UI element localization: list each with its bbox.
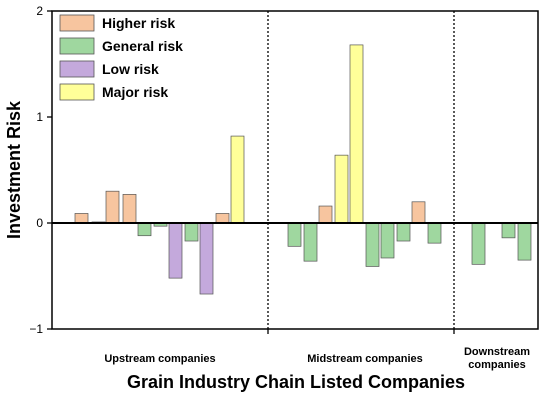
legend-label: Low risk — [102, 61, 159, 77]
group-labels: Upstream companies Midstream companies Dow… — [104, 346, 530, 371]
plot-area-background — [52, 11, 538, 329]
bar-major-risk — [230, 135, 245, 224]
y-axis-title: Investment Risk — [4, 100, 24, 239]
x-axis-ticks — [267, 329, 455, 334]
bar-higher-risk — [74, 213, 89, 224]
y-tick-label: 1 — [36, 110, 43, 124]
bar-general-risk — [471, 222, 486, 265]
bar-general-risk — [427, 222, 442, 244]
bar-general-risk — [137, 222, 152, 237]
legend-swatch — [59, 83, 95, 101]
bar-higher-risk — [105, 190, 120, 224]
legend-label: Higher risk — [102, 15, 175, 31]
bar-general-risk — [365, 222, 380, 267]
bars-layer — [74, 44, 532, 295]
bar-general-risk — [396, 222, 411, 242]
x-axis-title: Grain Industry Chain Listed Companies — [127, 372, 465, 392]
group-separators — [267, 11, 455, 329]
y-tick-label: 0 — [36, 216, 43, 230]
bar-low-risk — [168, 222, 183, 279]
bar-higher-risk — [122, 194, 137, 224]
legend: Higher risk General risk Low risk Major ris… — [59, 14, 183, 101]
bar-general-risk — [501, 222, 516, 239]
y-tick-label: 2 — [36, 4, 43, 18]
bar-general-risk — [184, 222, 199, 242]
y-axis-ticks: −1 0 1 2 — [29, 4, 52, 336]
bar-general-risk — [380, 222, 395, 259]
y-tick-label: −1 — [29, 322, 43, 336]
bar-higher-risk — [411, 201, 426, 224]
group-label: Upstream companies — [104, 353, 215, 365]
plot-frame — [51, 10, 539, 330]
legend-swatch — [59, 37, 95, 55]
group-label: Midstream companies — [307, 353, 423, 365]
legend-swatch — [59, 60, 95, 78]
group-label: Downstream — [464, 346, 530, 358]
legend-label: Major risk — [102, 84, 168, 100]
bar-higher-risk — [215, 213, 230, 224]
bar-general-risk — [303, 222, 318, 262]
legend-swatch — [59, 14, 95, 32]
bar-low-risk — [199, 222, 214, 295]
legend-label: General risk — [102, 38, 183, 54]
bar-general-risk — [517, 222, 532, 261]
bar-higher-risk — [318, 205, 333, 224]
group-label: companies — [468, 359, 525, 371]
bar-major-risk — [334, 154, 349, 224]
bar-general-risk — [287, 222, 302, 247]
bar-major-risk — [349, 44, 364, 224]
